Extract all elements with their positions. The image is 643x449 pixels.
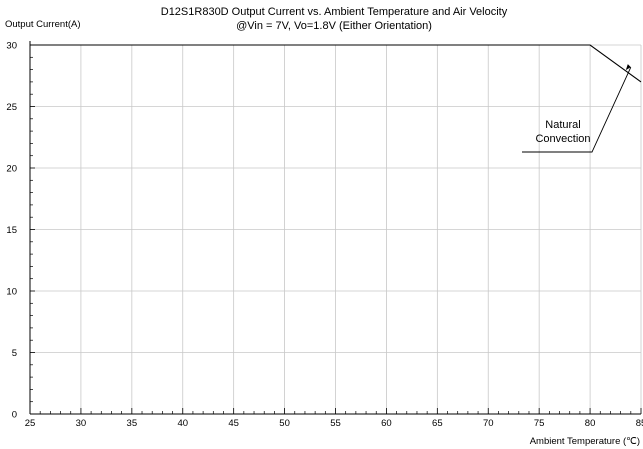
y-tick-label: 5 bbox=[12, 348, 17, 359]
annotation-leader-line bbox=[522, 66, 632, 153]
y-tick-label: 20 bbox=[6, 164, 17, 175]
x-axis-label: Ambient Temperature (℃) bbox=[530, 436, 640, 447]
x-tick-label: 85 bbox=[636, 418, 643, 429]
series-line bbox=[30, 44, 642, 83]
annotation-label-line: Natural bbox=[545, 119, 580, 131]
axes bbox=[29, 41, 641, 415]
y-tick-label: 25 bbox=[6, 102, 17, 113]
y-tick-labels: 0 5 10 15 20 25 30 bbox=[6, 41, 17, 421]
x-tick-label: 40 bbox=[177, 418, 188, 429]
x-tick-label: 60 bbox=[381, 418, 392, 429]
annotation: Natural Convection bbox=[522, 64, 632, 153]
y-tick-label: 30 bbox=[6, 41, 17, 52]
x-tick-label: 30 bbox=[76, 418, 87, 429]
x-tick-label: 75 bbox=[534, 418, 545, 429]
x-tick-labels: 25 30 35 40 45 50 55 60 65 70 75 80 85 bbox=[25, 418, 643, 429]
x-tick-label: 65 bbox=[432, 418, 443, 429]
chart-title: D12S1R830D Output Current vs. Ambient Te… bbox=[161, 6, 508, 18]
chart-titles: D12S1R830D Output Current vs. Ambient Te… bbox=[161, 6, 508, 32]
series-layer bbox=[30, 44, 642, 83]
grid bbox=[30, 44, 642, 414]
annotation-arrowhead bbox=[625, 64, 631, 71]
y-axis-label: Output Current(A) bbox=[5, 19, 81, 30]
y-tick-label: 15 bbox=[6, 225, 17, 236]
x-tick-label: 45 bbox=[228, 418, 239, 429]
x-tick-label: 55 bbox=[330, 418, 341, 429]
y-tick-label: 0 bbox=[12, 410, 17, 421]
x-tick-label: 50 bbox=[279, 418, 290, 429]
x-tick-label: 80 bbox=[585, 418, 596, 429]
x-tick-label: 35 bbox=[127, 418, 138, 429]
x-tick-label: 70 bbox=[483, 418, 494, 429]
annotation-label-line: Convection bbox=[535, 133, 590, 145]
y-tick-label: 10 bbox=[6, 287, 17, 298]
chart-subtitle: @Vin = 7V, Vo=1.8V (Either Orientation) bbox=[236, 20, 432, 32]
x-tick-label: 25 bbox=[25, 418, 36, 429]
